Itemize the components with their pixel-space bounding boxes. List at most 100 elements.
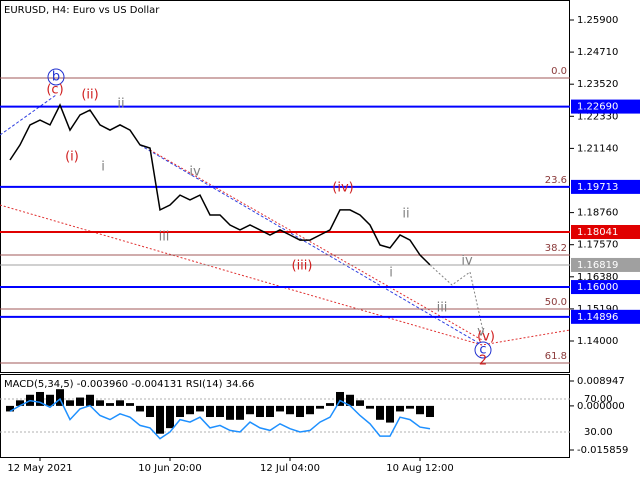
wave-label: 2 <box>479 354 487 369</box>
macd-bar <box>366 405 374 409</box>
level-box <box>571 99 640 114</box>
wave-label: (ii) <box>81 88 98 103</box>
macd-bar <box>176 405 184 418</box>
level-label: 1.22690 <box>577 102 618 113</box>
macd-bar <box>376 405 384 420</box>
macd-bar <box>236 405 244 420</box>
macd-bar <box>146 405 154 418</box>
macd-bar <box>226 405 234 420</box>
macd-bar <box>196 405 204 412</box>
y-tick-label: -0.015859 <box>577 445 628 456</box>
y-tick-label: 1.17570 <box>577 240 618 251</box>
macd-bar <box>246 405 254 415</box>
chart-title: EURUSD, H4: Euro vs US Dollar <box>4 5 160 16</box>
wave-label: i <box>389 266 393 281</box>
wave-circle <box>474 341 492 359</box>
fib-label: 23.6 <box>545 175 567 186</box>
level-box <box>571 257 640 272</box>
macd-bar <box>126 403 134 406</box>
macd-bar <box>406 405 414 409</box>
wave-label: i <box>101 160 105 175</box>
macd-bar <box>416 405 424 415</box>
wave-label: (v) <box>477 330 495 345</box>
macd-bar <box>36 391 44 406</box>
level-box <box>571 224 640 239</box>
macd-bar <box>276 405 284 412</box>
y2-tick-label: 70.00 <box>584 394 613 405</box>
wave-circle <box>47 68 65 86</box>
macd-bar <box>326 403 334 406</box>
macd-bar <box>296 405 304 418</box>
x-tick-label: 12 Jul 04:00 <box>260 463 320 474</box>
indicator-title: MACD(5,34,5) -0.003960 -0.004131 RSI(14)… <box>4 379 254 390</box>
level-box <box>571 309 640 324</box>
price-line <box>9 103 431 266</box>
macd-bar <box>136 405 144 412</box>
macd-bar <box>56 389 64 406</box>
macd-bar <box>46 394 54 406</box>
fib-label: 0.0 <box>551 66 567 77</box>
rsi-line <box>9 397 431 440</box>
y-tick-label: 1.21140 <box>577 143 618 154</box>
macd-bar <box>396 405 404 412</box>
macd-bar <box>266 405 274 418</box>
wave-label: b <box>52 70 60 85</box>
wave-label: (c) <box>46 83 63 98</box>
macd-bar <box>96 400 104 406</box>
wave-label: iii <box>437 301 448 316</box>
level-label: 1.14896 <box>577 312 618 323</box>
y-tick-label: 0.000000 <box>577 401 625 412</box>
wave-label: ii <box>402 207 409 222</box>
level-label: 1.19713 <box>577 182 618 193</box>
x-tick-label: 12 May 2021 <box>7 463 72 474</box>
y-tick-label: 1.25900 <box>577 15 618 26</box>
fib-label: 38.2 <box>545 243 567 254</box>
macd-bar <box>346 394 354 406</box>
y-tick-label: 1.22330 <box>577 111 618 122</box>
wave-label: (iii) <box>292 259 313 274</box>
macd-bar <box>256 405 264 418</box>
x-tick-label: 10 Jun 20:00 <box>138 463 202 474</box>
indicator-pane <box>0 374 570 458</box>
macd-bar <box>386 405 394 423</box>
y2-tick-label: 30.00 <box>584 427 613 438</box>
macd-bar <box>216 405 224 418</box>
macd-bar <box>16 400 24 406</box>
wave-label: iv <box>461 254 473 269</box>
y-tick-label: 1.14000 <box>577 336 618 347</box>
macd-bar <box>206 405 214 418</box>
macd-bar <box>76 397 84 406</box>
macd-bar <box>286 405 294 415</box>
macd-bar <box>356 400 364 406</box>
level-label: 1.16819 <box>577 260 618 271</box>
macd-bar <box>426 405 434 418</box>
macd-bar <box>66 400 74 406</box>
fib-label: 61.8 <box>545 351 567 362</box>
y-tick-label: 0.008947 <box>577 376 625 387</box>
y-tick-label: 1.18760 <box>577 208 618 219</box>
y-tick-label: 1.23520 <box>577 79 618 90</box>
wave-label: (i) <box>65 150 79 165</box>
wave-label: v <box>477 325 485 340</box>
level-label: 1.18041 <box>577 227 618 238</box>
level-label: 1.16000 <box>577 282 618 293</box>
macd-bar <box>86 394 94 406</box>
wave-lines <box>0 94 571 346</box>
level-box <box>571 179 640 194</box>
macd-bar <box>156 405 164 434</box>
wave-label: c <box>479 343 486 358</box>
macd-bar <box>106 403 114 406</box>
y-tick-label: 1.16380 <box>577 272 618 283</box>
macd-bar <box>316 405 324 409</box>
macd-bar <box>306 405 314 415</box>
level-box <box>571 280 640 295</box>
y-tick-label: 1.15190 <box>577 304 618 315</box>
y-tick-label: 1.24710 <box>577 47 618 58</box>
wave-label: iii <box>159 230 170 245</box>
fib-label: 50.0 <box>545 297 567 308</box>
wave-label: iv <box>189 165 201 180</box>
macd-bar <box>6 405 14 412</box>
macd-bar <box>166 405 174 429</box>
wave-label: ii <box>117 97 124 112</box>
